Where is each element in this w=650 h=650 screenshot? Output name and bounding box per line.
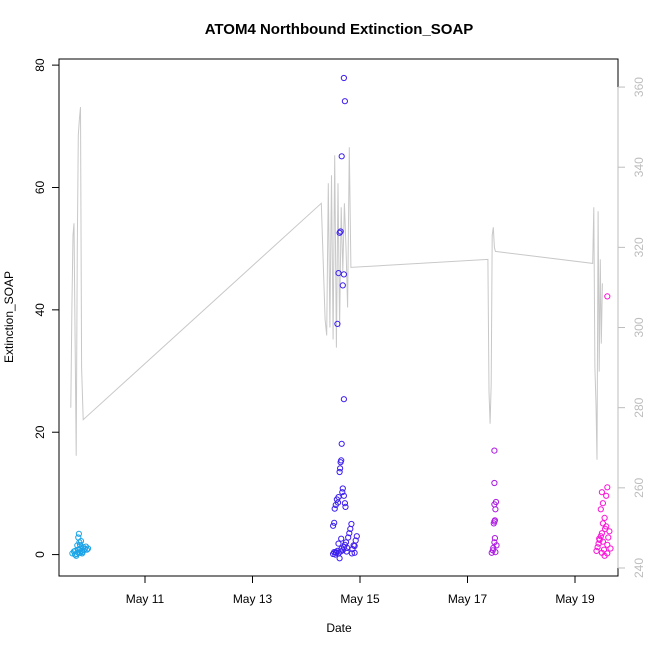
data-point	[75, 530, 83, 537]
data-point	[77, 538, 85, 545]
data-point	[604, 541, 611, 548]
data-point	[593, 547, 600, 555]
x-tick-label: May 11	[126, 592, 165, 606]
y2-tick-label: 300	[632, 317, 646, 337]
x-axis-label: Date	[326, 621, 352, 635]
y-axis-label: Extinction_SOAP	[2, 271, 16, 363]
plot-frame	[58, 58, 619, 577]
x-axis: May 11 May 13 May 15 May 17 May 19	[126, 575, 595, 606]
data-point	[598, 530, 606, 537]
data-point	[492, 549, 499, 556]
secondary-line-layer	[70, 107, 603, 460]
data-point	[343, 548, 350, 555]
data-point	[493, 542, 500, 549]
data-point	[605, 534, 612, 541]
x-tick-label: May 19	[555, 592, 595, 606]
data-point	[342, 539, 350, 546]
y-tick-label: 0	[33, 551, 47, 558]
x-tick-label: May 15	[340, 592, 380, 606]
data-point	[337, 228, 344, 235]
data-point	[83, 546, 91, 553]
data-point	[339, 489, 346, 496]
data-point	[601, 514, 608, 522]
y-tick-label: 60	[33, 180, 47, 194]
data-point	[338, 535, 345, 542]
data-point	[331, 505, 338, 512]
x-tick-label: May 17	[448, 592, 488, 606]
data-point	[76, 541, 84, 548]
x-tick-label: May 13	[233, 592, 273, 606]
data-point	[491, 479, 498, 487]
data-point	[339, 282, 346, 289]
y2-axis: 240 260 280 300 320 340 360	[617, 77, 646, 578]
data-point	[84, 545, 92, 552]
y-tick-label: 80	[33, 58, 47, 72]
data-point	[336, 468, 343, 476]
data-point	[345, 534, 352, 541]
data-point	[351, 549, 358, 556]
data-point	[599, 520, 607, 527]
chart-title: ATOM4 Northbound Extinction_SOAP	[205, 21, 474, 38]
data-point	[606, 528, 613, 535]
data-point	[492, 498, 500, 506]
y-axis: 0 20 40 60 80	[33, 58, 60, 558]
data-point	[341, 98, 348, 105]
data-point	[599, 538, 607, 545]
data-point	[348, 550, 355, 557]
data-point	[598, 489, 606, 496]
data-point	[331, 519, 338, 526]
data-point	[492, 506, 499, 513]
data-point	[79, 550, 86, 557]
data-point	[337, 465, 344, 472]
y2-tick-label: 340	[632, 157, 646, 177]
data-point	[491, 517, 498, 524]
data-point	[603, 492, 610, 499]
data-point	[75, 549, 82, 556]
data-point	[340, 271, 347, 278]
data-point	[334, 320, 341, 327]
y2-tick-label: 260	[632, 477, 646, 497]
data-point	[72, 547, 79, 555]
data-point	[339, 485, 346, 492]
data-point	[340, 492, 347, 499]
data-point	[332, 549, 339, 556]
data-point	[336, 555, 343, 562]
data-point	[491, 535, 498, 542]
data-point	[596, 535, 603, 542]
y2-tick-label: 240	[632, 558, 646, 578]
data-point	[338, 440, 345, 447]
data-point	[340, 396, 347, 403]
y2-tick-label: 280	[632, 397, 646, 417]
data-point	[604, 484, 611, 491]
data-point	[336, 229, 343, 236]
data-point	[340, 74, 347, 82]
data-point	[594, 544, 601, 551]
data-point	[353, 533, 360, 540]
data-point	[338, 457, 345, 464]
data-point	[346, 530, 353, 537]
data-point	[76, 539, 83, 546]
y2-tick-label: 360	[632, 77, 646, 97]
data-point	[338, 153, 345, 160]
data-point	[604, 550, 611, 557]
data-point	[330, 522, 337, 529]
data-point	[491, 447, 498, 454]
points-layer	[69, 74, 614, 562]
y2-tick-label: 320	[632, 237, 646, 257]
data-point	[607, 545, 614, 552]
secondary-trace-line	[70, 107, 603, 460]
data-point	[341, 500, 348, 507]
y-tick-label: 40	[33, 303, 47, 317]
data-point	[597, 506, 604, 513]
data-point	[351, 542, 358, 550]
data-point	[348, 520, 355, 528]
data-point	[604, 293, 611, 300]
data-point	[352, 537, 359, 544]
data-point	[342, 503, 349, 510]
y-tick-label: 20	[33, 425, 47, 439]
data-point	[335, 540, 342, 547]
data-point	[599, 500, 607, 507]
